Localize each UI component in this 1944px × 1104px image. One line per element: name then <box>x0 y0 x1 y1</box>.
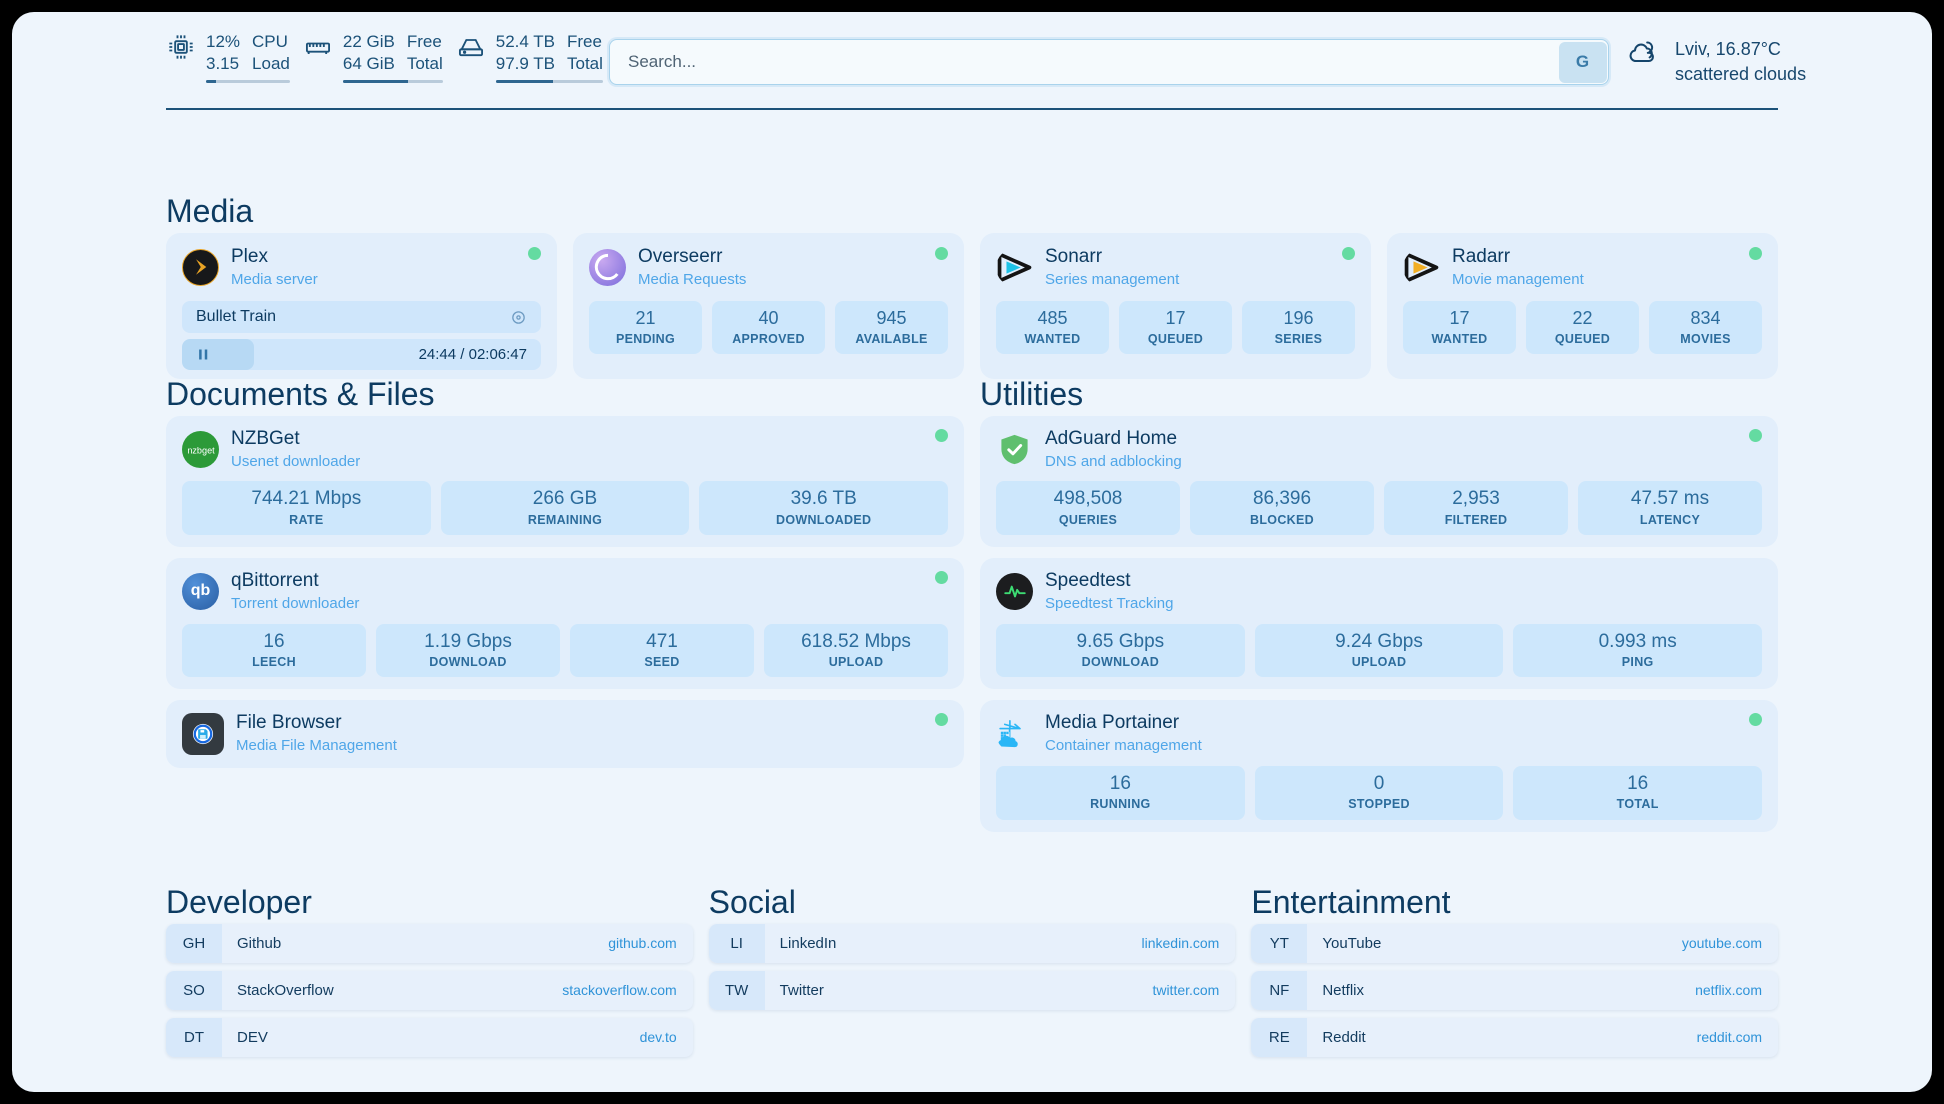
svg-text:nzbget: nzbget <box>187 446 215 456</box>
